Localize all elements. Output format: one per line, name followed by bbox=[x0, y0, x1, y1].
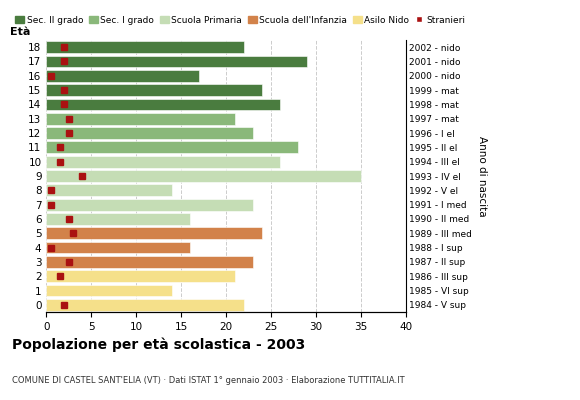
Y-axis label: Anno di nascita: Anno di nascita bbox=[477, 136, 487, 216]
Bar bbox=[46, 127, 253, 139]
Bar bbox=[46, 70, 200, 82]
Bar bbox=[46, 170, 361, 182]
Bar bbox=[46, 98, 280, 110]
Bar bbox=[46, 41, 244, 53]
Bar bbox=[46, 184, 172, 196]
Text: COMUNE DI CASTEL SANT'ELIA (VT) · Dati ISTAT 1° gennaio 2003 · Elaborazione TUTT: COMUNE DI CASTEL SANT'ELIA (VT) · Dati I… bbox=[12, 376, 404, 385]
Legend: Sec. II grado, Sec. I grado, Scuola Primaria, Scuola dell'Infanzia, Asilo Nido, : Sec. II grado, Sec. I grado, Scuola Prim… bbox=[15, 16, 466, 25]
Bar bbox=[46, 299, 244, 311]
Bar bbox=[46, 156, 280, 168]
Bar bbox=[46, 84, 262, 96]
Bar bbox=[46, 242, 190, 254]
Bar bbox=[46, 56, 307, 67]
Text: Età: Età bbox=[10, 27, 31, 37]
Bar bbox=[46, 113, 235, 125]
Bar bbox=[46, 142, 298, 153]
Bar bbox=[46, 285, 172, 296]
Bar bbox=[46, 256, 253, 268]
Bar bbox=[46, 270, 235, 282]
Text: Popolazione per età scolastica - 2003: Popolazione per età scolastica - 2003 bbox=[12, 338, 305, 352]
Bar bbox=[46, 227, 262, 239]
Bar bbox=[46, 213, 190, 225]
Bar bbox=[46, 199, 253, 210]
